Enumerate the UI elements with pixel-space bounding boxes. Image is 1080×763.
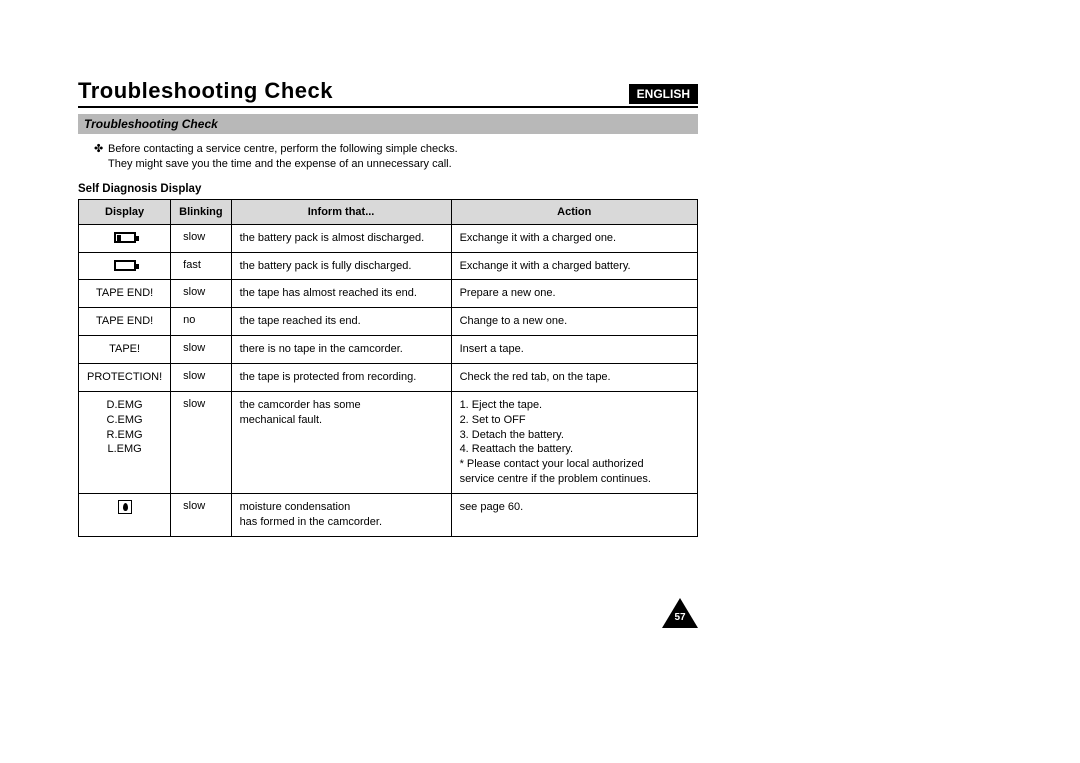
battery-empty-icon (114, 260, 136, 271)
cell-blinking: slow (171, 280, 231, 308)
cell-blinking: slow (171, 336, 231, 364)
table-header-row: Display Blinking Inform that... Action (79, 199, 698, 224)
cell-display (79, 493, 171, 536)
page-number-wrap: 57 (78, 598, 698, 633)
col-action: Action (451, 199, 697, 224)
table-body: slowthe battery pack is almost discharge… (79, 224, 698, 536)
cell-action: Change to a new one. (451, 308, 697, 336)
cell-inform: moisture condensationhas formed in the c… (231, 493, 451, 536)
col-display: Display (79, 199, 171, 224)
col-inform: Inform that... (231, 199, 451, 224)
intro-line-2: They might save you the time and the exp… (108, 157, 452, 172)
cell-display: D.EMGC.EMGR.EMGL.EMG (79, 391, 171, 493)
table-row: slowmoisture condensationhas formed in t… (79, 493, 698, 536)
cell-action: see page 60. (451, 493, 697, 536)
page-number-triangle-icon: 57 (662, 598, 698, 628)
cell-blinking: slow (171, 224, 231, 252)
page-title: Troubleshooting Check (78, 78, 333, 104)
self-diagnosis-table: Display Blinking Inform that... Action s… (78, 199, 698, 537)
manual-page: Troubleshooting Check ENGLISH Troublesho… (78, 78, 698, 537)
cell-inform: there is no tape in the camcorder. (231, 336, 451, 364)
page-header: Troubleshooting Check ENGLISH (78, 78, 698, 108)
cell-display (79, 224, 171, 252)
table-caption: Self Diagnosis Display (78, 183, 698, 195)
cell-display: TAPE! (79, 336, 171, 364)
cell-inform: the tape reached its end. (231, 308, 451, 336)
table-row: TAPE!slowthere is no tape in the camcord… (79, 336, 698, 364)
cell-inform: the tape is protected from recording. (231, 364, 451, 392)
intro-line-1: Before contacting a service centre, perf… (108, 142, 458, 157)
bullet-icon: ✤ (94, 142, 108, 157)
cell-display: TAPE END! (79, 280, 171, 308)
table-row: D.EMGC.EMGR.EMGL.EMGslowthe camcorder ha… (79, 391, 698, 493)
dew-icon (118, 500, 132, 514)
cell-display (79, 252, 171, 280)
cell-blinking: no (171, 308, 231, 336)
cell-inform: the tape has almost reached its end. (231, 280, 451, 308)
col-blinking: Blinking (171, 199, 231, 224)
cell-display: TAPE END! (79, 308, 171, 336)
table-row: TAPE END!nothe tape reached its end.Chan… (79, 308, 698, 336)
cell-blinking: fast (171, 252, 231, 280)
bullet-spacer (94, 157, 108, 172)
cell-action: 1. Eject the tape.2. Set to OFF3. Detach… (451, 391, 697, 493)
cell-display: PROTECTION! (79, 364, 171, 392)
cell-blinking: slow (171, 364, 231, 392)
battery-low-icon (114, 232, 136, 243)
cell-action: Exchange it with a charged one. (451, 224, 697, 252)
intro-text: ✤ Before contacting a service centre, pe… (94, 142, 698, 173)
cell-inform: the battery pack is almost discharged. (231, 224, 451, 252)
cell-action: Exchange it with a charged battery. (451, 252, 697, 280)
cell-inform: the camcorder has somemechanical fault. (231, 391, 451, 493)
language-badge: ENGLISH (629, 84, 698, 104)
section-subheader: Troubleshooting Check (78, 114, 698, 134)
cell-inform: the battery pack is fully discharged. (231, 252, 451, 280)
table-row: TAPE END!slowthe tape has almost reached… (79, 280, 698, 308)
cell-action: Check the red tab, on the tape. (451, 364, 697, 392)
cell-action: Insert a tape. (451, 336, 697, 364)
cell-action: Prepare a new one. (451, 280, 697, 308)
cell-blinking: slow (171, 493, 231, 536)
table-row: PROTECTION!slowthe tape is protected fro… (79, 364, 698, 392)
table-row: fastthe battery pack is fully discharged… (79, 252, 698, 280)
table-row: slowthe battery pack is almost discharge… (79, 224, 698, 252)
page-number: 57 (670, 612, 690, 623)
cell-blinking: slow (171, 391, 231, 493)
